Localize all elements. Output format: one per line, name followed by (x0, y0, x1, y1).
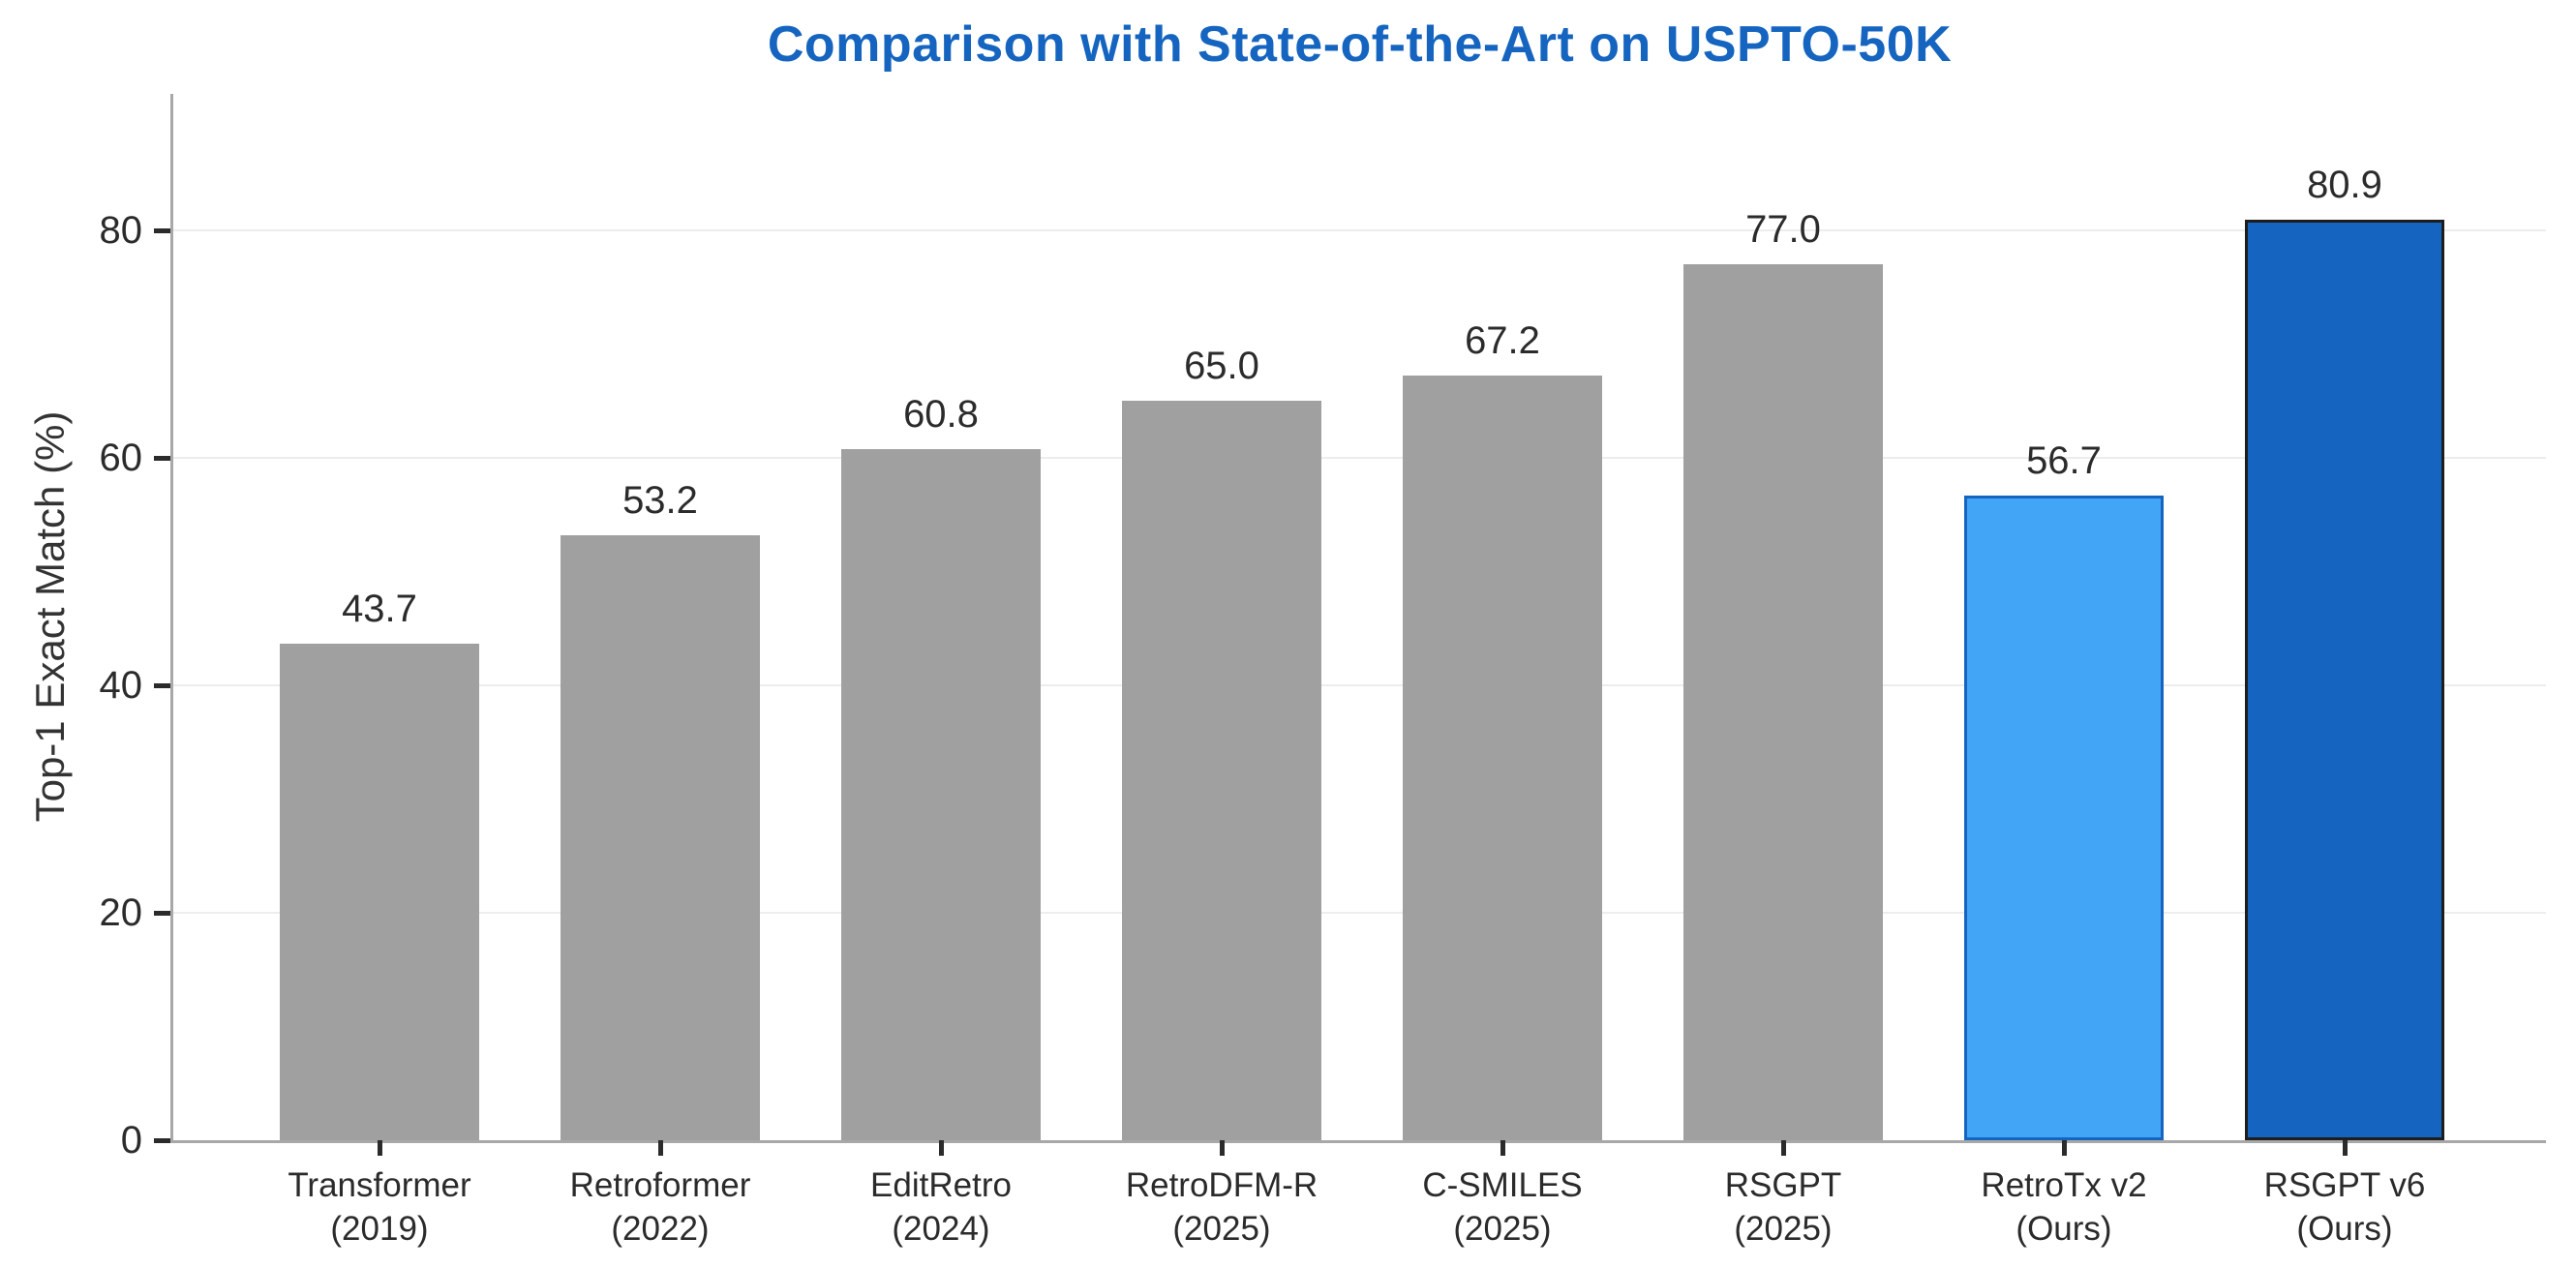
gridline (173, 684, 2546, 686)
gridline (173, 457, 2546, 459)
x-tick-mark (657, 1140, 663, 1156)
plot-area: 0 20 40 60 80 43.7 Transformer (2019) 53.2 Retrof… (100, 94, 2546, 1248)
x-tick-label-year: (2025) (1172, 1210, 1271, 1248)
x-tick-mark (938, 1140, 944, 1156)
x-tick-label: C-SMILES (2025) (1362, 1163, 1643, 1251)
x-tick-label: EditRetro (2024) (801, 1163, 1081, 1251)
x-tick-label-year: (2022) (611, 1210, 710, 1248)
x-tick-label-name: Transformer (288, 1166, 471, 1204)
x-tick-label-name: RSGPT (1724, 1166, 1842, 1204)
y-tick-mark (154, 910, 170, 916)
x-tick-label-year: (2025) (1734, 1210, 1833, 1248)
x-tick-mark (2342, 1140, 2348, 1156)
y-tick-mark (154, 1137, 170, 1143)
x-tick-label-year: (2024) (892, 1210, 990, 1248)
x-tick-mark (1219, 1140, 1225, 1156)
x-tick-label: RetroTx v2 (Ours) (1924, 1163, 2204, 1251)
x-tick-label-year: (2025) (1453, 1210, 1552, 1248)
bar-value-label: 77.0 (1745, 208, 1821, 252)
y-tick-mark (154, 682, 170, 688)
bar-value-label: 67.2 (1465, 319, 1540, 363)
gridline (173, 229, 2546, 231)
bar-value-label: 65.0 (1184, 345, 1259, 388)
x-tick-label: RetroDFM-R (2025) (1081, 1163, 1362, 1251)
bar-value-label: 60.8 (903, 392, 979, 436)
y-tick-label: 40 (99, 664, 143, 707)
y-tick-mark (154, 227, 170, 233)
x-tick-label: Retroformer (2022) (520, 1163, 801, 1251)
x-tick-label-name: RetroDFM-R (1125, 1166, 1318, 1204)
gridline (173, 912, 2546, 914)
x-tick-label-year: (Ours) (2296, 1210, 2393, 1248)
x-tick-mark (1500, 1140, 1505, 1156)
bar-value-label: 80.9 (2307, 164, 2382, 207)
x-tick-mark (2061, 1140, 2067, 1156)
bar-rsgpt (1683, 264, 1883, 1140)
x-tick-mark (377, 1140, 382, 1156)
x-tick-label-name: EditRetro (870, 1166, 1012, 1204)
bar-transformer (280, 643, 479, 1140)
x-tick-mark (1780, 1140, 1786, 1156)
chart-title: Comparison with State-of-the-Art on USPT… (767, 16, 1953, 73)
bar-editretro (841, 448, 1041, 1140)
bar-retrodfm-r (1122, 401, 1321, 1140)
y-tick-label: 20 (99, 891, 143, 934)
x-tick-label: Transformer (2019) (239, 1163, 520, 1251)
x-tick-label: RSGPT (2025) (1643, 1163, 1924, 1251)
x-tick-label-name: Retroformer (569, 1166, 751, 1204)
x-tick-label-name: C-SMILES (1422, 1166, 1583, 1204)
x-tick-label-name: RSGPT v6 (2263, 1166, 2426, 1204)
y-tick-mark (154, 455, 170, 461)
x-tick-label-year: (Ours) (2015, 1210, 2112, 1248)
y-tick-label: 0 (120, 1119, 142, 1162)
y-tick-label: 80 (99, 209, 143, 252)
bar-c-smiles (1403, 376, 1602, 1140)
x-tick-label: RSGPT v6 (Ours) (2204, 1163, 2485, 1251)
bar-retroformer (561, 534, 760, 1140)
bar-value-label: 56.7 (2026, 438, 2102, 482)
bar-retrotx-v2 (1964, 495, 2164, 1140)
bar-value-label: 53.2 (622, 478, 698, 522)
bar-rsgpt-v6 (2245, 220, 2444, 1140)
bar-value-label: 43.7 (342, 587, 417, 630)
y-tick-label: 60 (99, 437, 143, 479)
x-tick-label-name: RetroTx v2 (1981, 1166, 2147, 1204)
x-tick-label-year: (2019) (330, 1210, 429, 1248)
